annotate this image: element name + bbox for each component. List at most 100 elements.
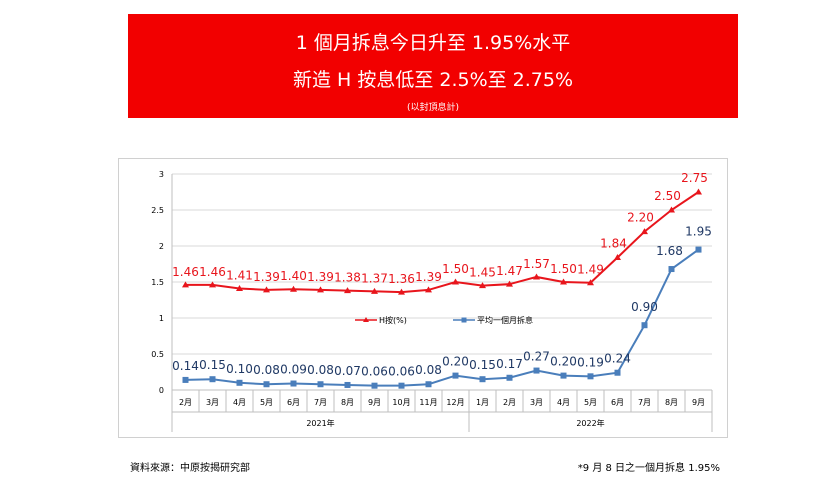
data-point xyxy=(506,280,513,287)
data-label: 0.90 xyxy=(631,300,658,314)
data-point xyxy=(587,373,594,380)
legend-label: 平均一個月拆息 xyxy=(477,315,533,325)
y-tick-label: 0 xyxy=(159,386,164,395)
data-point xyxy=(614,254,621,261)
data-label: 1.57 xyxy=(523,257,550,271)
banner-footnote: (以封頂息計) xyxy=(406,103,460,113)
data-point xyxy=(209,281,216,288)
series-line xyxy=(185,191,700,294)
data-point xyxy=(506,374,513,381)
data-point xyxy=(533,273,540,280)
data-label: 1.46 xyxy=(172,265,199,279)
data-label: 0.17 xyxy=(496,357,523,371)
data-point xyxy=(452,278,459,285)
data-point xyxy=(263,381,270,388)
data-point xyxy=(209,376,216,383)
x-tick-label: 9月 xyxy=(368,398,381,407)
y-tick-label: 3 xyxy=(159,170,164,179)
data-point xyxy=(182,281,189,288)
data-label: 0.06 xyxy=(361,365,388,379)
x-tick-label: 12月 xyxy=(446,398,464,407)
data-label: 0.15 xyxy=(469,358,496,372)
data-point xyxy=(533,367,540,374)
data-point xyxy=(587,279,594,286)
banner-headline: 1 個月拆息今日升至 1.95%水平 xyxy=(295,32,571,54)
y-tick-label: 2 xyxy=(159,242,164,251)
data-point xyxy=(668,266,675,273)
legend-marker xyxy=(461,317,467,323)
data-point xyxy=(290,380,297,387)
data-label: 0.20 xyxy=(442,355,469,369)
data-label: 0.20 xyxy=(550,355,577,369)
data-point xyxy=(236,379,243,386)
data-point xyxy=(560,372,567,379)
data-point xyxy=(479,282,486,289)
data-label: 1.39 xyxy=(415,270,442,284)
data-point xyxy=(398,382,405,389)
x-tick-label: 6月 xyxy=(287,398,300,407)
source-note: 資料來源：中原按揭研究部 xyxy=(130,463,250,474)
data-point xyxy=(344,381,351,388)
data-label: 1.68 xyxy=(656,244,683,258)
x-tick-label: 9月 xyxy=(692,398,705,407)
x-tick-label: 6月 xyxy=(611,398,624,407)
data-label: 1.39 xyxy=(253,270,280,284)
data-label: 1.95 xyxy=(685,225,712,239)
data-point xyxy=(317,286,324,293)
x-tick-label: 7月 xyxy=(638,398,651,407)
data-label: 0.24 xyxy=(604,352,631,366)
data-point xyxy=(371,382,378,389)
data-label: 1.50 xyxy=(550,262,577,276)
data-label: 0.27 xyxy=(523,350,550,364)
data-label: 2.75 xyxy=(681,171,708,185)
x-tick-label: 7月 xyxy=(314,398,327,407)
data-point xyxy=(182,376,189,383)
title-banner: 1 個月拆息今日升至 1.95%水平 新造 H 按息低至 2.5%至 2.75%… xyxy=(128,14,738,118)
data-label: 1.36 xyxy=(388,272,415,286)
data-point xyxy=(641,228,648,235)
x-tick-label: 8月 xyxy=(341,398,354,407)
data-label: 0.15 xyxy=(199,358,226,372)
x-tick-label: 2月 xyxy=(503,398,516,407)
data-label: 0.19 xyxy=(577,355,604,369)
y-tick-label: 1 xyxy=(159,314,164,323)
data-label: 1.46 xyxy=(199,265,226,279)
chart-frame xyxy=(118,158,728,438)
data-label: 0.07 xyxy=(334,364,361,378)
y-tick-label: 1.5 xyxy=(151,278,164,287)
legend-marker xyxy=(363,317,369,322)
x-tick-label: 11月 xyxy=(419,398,437,407)
x-tick-label: 1月 xyxy=(476,398,489,407)
data-label: 1.38 xyxy=(334,271,361,285)
data-label: 1.41 xyxy=(226,268,253,282)
x-group-label: 2021年 xyxy=(306,418,334,428)
banner-subheadline: 新造 H 按息低至 2.5%至 2.75% xyxy=(292,69,574,91)
data-label: 0.10 xyxy=(226,362,253,376)
data-label: 1.47 xyxy=(496,264,523,278)
data-point xyxy=(641,322,648,329)
x-tick-label: 2月 xyxy=(179,398,192,407)
data-label: 1.39 xyxy=(307,270,334,284)
x-tick-label: 5月 xyxy=(584,398,597,407)
data-label: 0.09 xyxy=(280,363,307,377)
x-tick-label: 4月 xyxy=(557,398,570,407)
data-point xyxy=(236,284,243,291)
data-point xyxy=(668,206,675,213)
x-group-label: 2022年 xyxy=(576,418,604,428)
data-point xyxy=(317,381,324,388)
x-tick-label: 10月 xyxy=(392,398,410,407)
data-label: 1.49 xyxy=(577,263,604,277)
footnote: *9 月 8 日之一個月拆息 1.95% xyxy=(577,463,720,474)
x-tick-label: 5月 xyxy=(260,398,273,407)
data-label: 0.14 xyxy=(172,359,199,373)
data-point xyxy=(344,287,351,294)
data-label: 1.50 xyxy=(442,262,469,276)
series-line xyxy=(185,248,700,387)
data-label: 1.45 xyxy=(469,266,496,280)
data-label: 0.08 xyxy=(253,363,280,377)
data-label: 1.40 xyxy=(280,269,307,283)
data-point xyxy=(560,278,567,285)
data-label: 0.08 xyxy=(415,363,442,377)
data-point xyxy=(695,246,702,253)
